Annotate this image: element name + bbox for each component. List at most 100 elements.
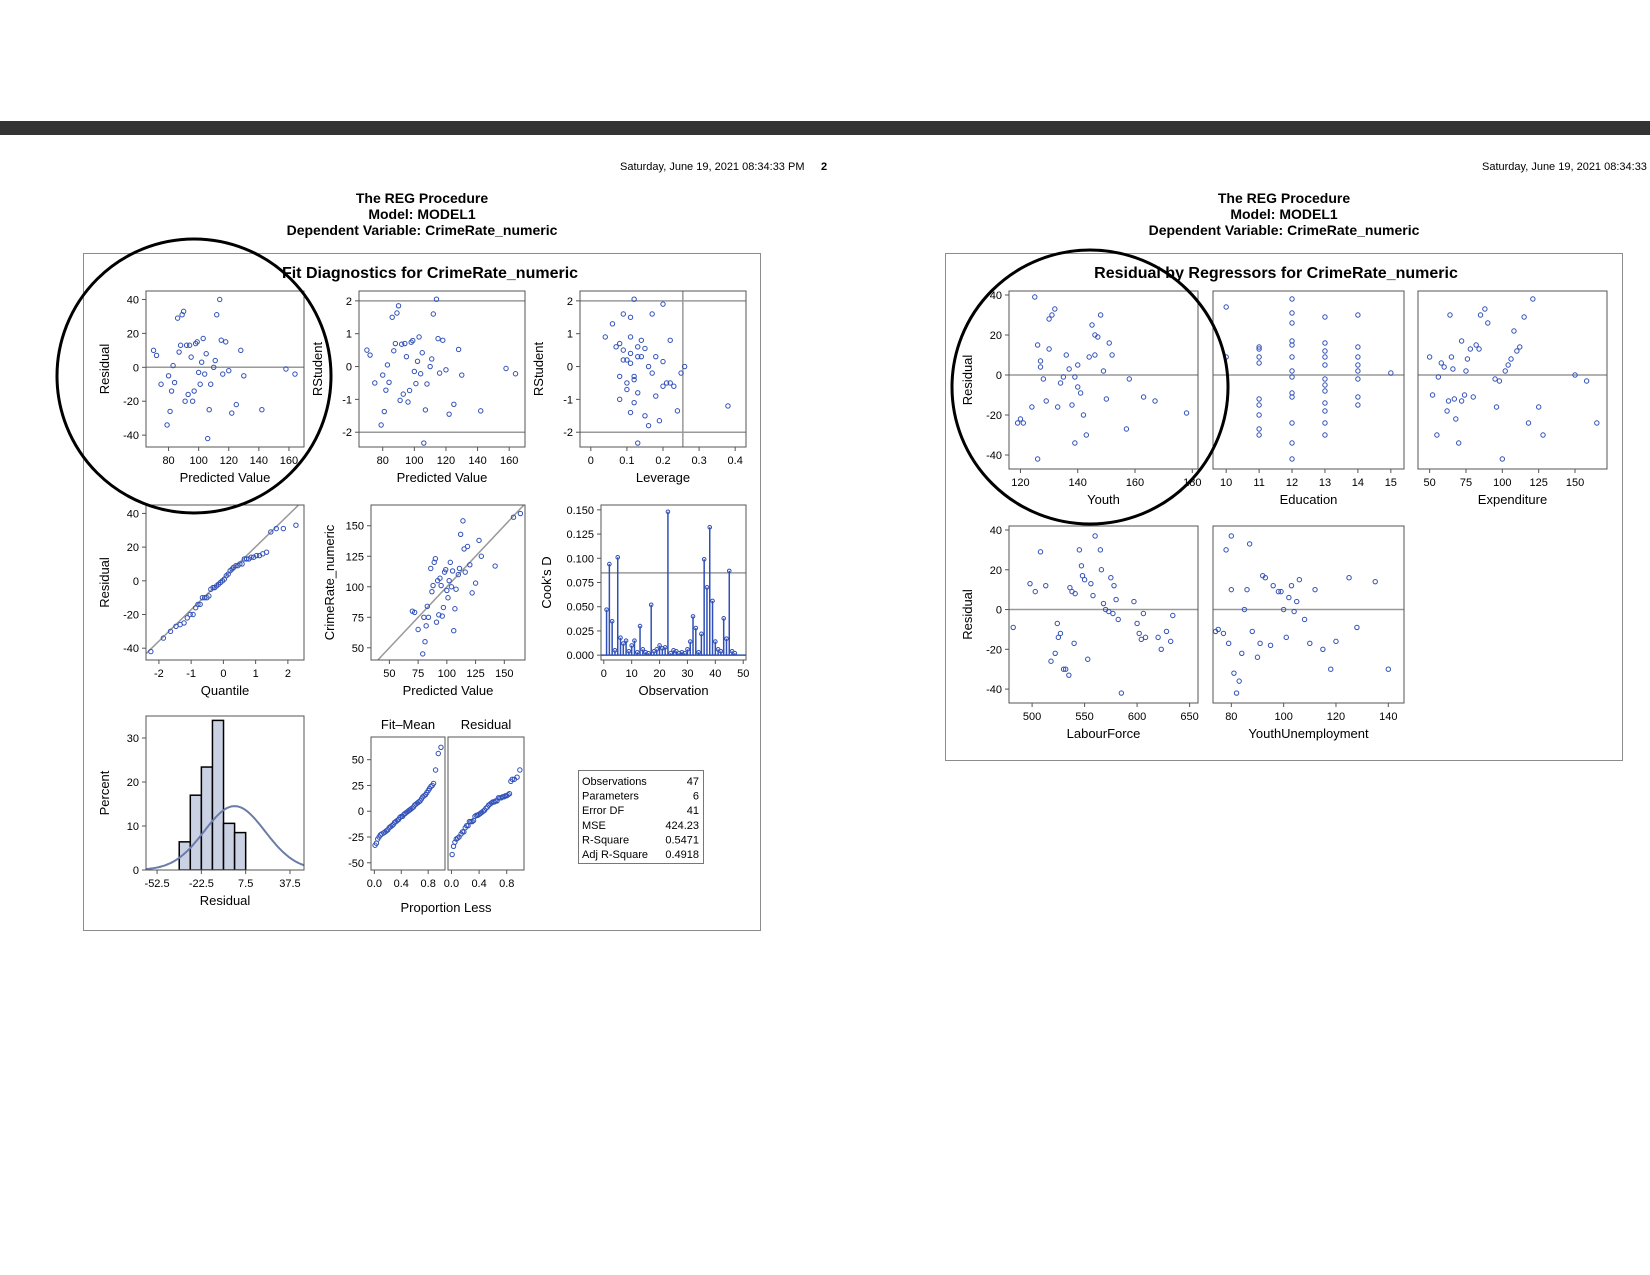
data-marks	[146, 719, 304, 870]
stats-label: MSE	[582, 820, 606, 832]
chart-cooks-d: 0 10 20 30 40 50 0.000 0.025 0.050 0.075 0.100 0.12…	[539, 504, 749, 698]
y-tick-label: 40	[127, 294, 139, 306]
data-point	[171, 379, 178, 386]
data-point	[1511, 328, 1517, 334]
y-tick-label: -2	[342, 427, 352, 439]
plot-frame	[1417, 290, 1608, 470]
data-point	[414, 358, 421, 364]
y-tick-label: 2	[567, 296, 573, 308]
histogram-bar	[200, 766, 214, 870]
data-point	[635, 344, 641, 350]
chart-rf-fitmean: 0.0 0.4 0.8 -50 -25 0 25 50 Fit–Mean	[348, 717, 446, 890]
y-tick-label: 40	[990, 525, 1002, 537]
x-tick-label: 100	[1274, 711, 1292, 723]
y-axis-label: CrimeRate_numeric	[322, 524, 337, 640]
needle-point	[662, 645, 668, 650]
histogram-bar	[222, 822, 236, 870]
data-point	[438, 582, 444, 589]
data-point	[627, 314, 634, 320]
needle-point	[690, 614, 696, 619]
data-point	[1110, 610, 1116, 617]
axis-ticks: 80 100 120 140 160 -40 -20 0 20 40	[123, 294, 298, 467]
data-point	[167, 628, 174, 635]
data-point	[424, 603, 431, 609]
x-axis-label: Proportion Less	[400, 900, 492, 915]
y-tick-label: 20	[127, 777, 139, 789]
x-tick-label: -2	[154, 668, 164, 680]
data-point	[430, 311, 437, 317]
stats-label: Adj R-Square	[582, 849, 648, 861]
data-point	[1223, 547, 1229, 553]
data-point	[1257, 640, 1263, 647]
data-point	[189, 398, 196, 404]
data-point	[1077, 390, 1084, 396]
data-point	[1090, 592, 1096, 599]
axis-ticks: 80 100 120 140 160 -2 -1 0 1 2	[342, 296, 518, 467]
data-point	[435, 335, 441, 342]
data-point	[280, 525, 287, 532]
data-point	[452, 839, 458, 845]
data-point	[1098, 567, 1105, 573]
data-point	[616, 340, 623, 347]
data-point	[472, 580, 479, 586]
data-point	[1118, 690, 1125, 696]
data-point	[397, 397, 403, 404]
data-point	[624, 386, 630, 393]
data-point	[1054, 620, 1061, 627]
data-point	[653, 393, 659, 399]
data-point	[410, 337, 416, 344]
data-point	[391, 348, 397, 354]
data-point	[1017, 416, 1024, 422]
x-tick-label: 0.8	[499, 878, 514, 890]
data-point	[1461, 392, 1468, 398]
y-tick-label: 0	[133, 865, 139, 877]
needle-point	[621, 641, 626, 646]
data-point	[1289, 342, 1295, 348]
y-tick-label: 30	[127, 733, 139, 745]
needle-point	[646, 650, 651, 656]
data-point	[1092, 352, 1098, 358]
data-point	[417, 371, 424, 377]
chart-resid-education: 10 11 12 13 14 15 Education	[1212, 290, 1405, 507]
reference-lines	[580, 291, 746, 447]
data-point	[1451, 396, 1458, 402]
data-point	[443, 566, 449, 573]
data-point	[1448, 354, 1455, 360]
data-point	[416, 799, 422, 805]
x-tick-label: 140	[468, 455, 486, 467]
data-point	[1067, 584, 1073, 591]
plot-frame	[1008, 525, 1199, 704]
data-point	[461, 546, 467, 552]
stats-border	[578, 770, 704, 864]
data-point	[395, 303, 402, 309]
data-point	[506, 791, 513, 797]
data-point	[389, 822, 395, 829]
data-point	[1249, 628, 1255, 635]
data-point	[1241, 606, 1248, 613]
data-point	[1283, 634, 1289, 641]
data-point	[160, 635, 167, 641]
data-point	[1289, 310, 1295, 316]
data-point	[1438, 360, 1444, 366]
data-point	[1086, 354, 1092, 360]
x-tick-label: 0.0	[444, 878, 459, 890]
data-point	[1372, 578, 1378, 585]
reference-lines	[359, 300, 525, 433]
y-axis-label: RStudent	[531, 342, 546, 397]
data-point	[1155, 634, 1161, 641]
data-marks	[409, 510, 524, 657]
needle-point	[634, 649, 640, 655]
y-tick-label: 75	[352, 612, 364, 624]
data-point	[609, 321, 616, 327]
data-point	[428, 783, 434, 790]
data-point	[1113, 596, 1119, 603]
data-point	[1140, 394, 1147, 400]
y-tick-label: -20	[123, 396, 139, 408]
page2-heading: The REG Procedure Model: MODEL1 Dependen…	[1074, 190, 1494, 238]
data-point	[263, 549, 270, 555]
data-point	[1355, 354, 1361, 360]
data-point	[620, 311, 627, 317]
data-marks	[148, 522, 299, 655]
data-point	[1289, 354, 1295, 360]
data-point	[443, 367, 449, 373]
